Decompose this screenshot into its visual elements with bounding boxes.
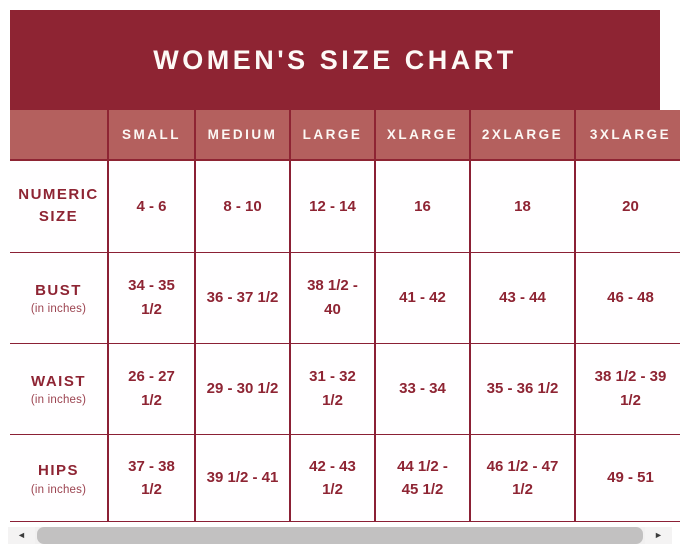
table-row-waist: WAIST (in inches) 26 - 27 1/2 29 - 30 1/… xyxy=(10,343,680,435)
cell-hips-2xlarge: 46 1/2 - 47 1/2 xyxy=(469,434,575,522)
scroll-right-arrow-icon[interactable]: ► xyxy=(645,527,672,544)
scroll-left-arrow-icon[interactable]: ◄ xyxy=(8,527,35,544)
cell-bust-3xlarge: 46 - 48 xyxy=(574,252,680,344)
page-title: WOMEN'S SIZE CHART xyxy=(153,44,517,75)
row-label-text: NUMERIC SIZE xyxy=(18,185,99,226)
cell-bust-2xlarge: 43 - 44 xyxy=(469,252,575,344)
table-row-hips: HIPS (in inches) 37 - 38 1/2 39 1/2 - 41… xyxy=(10,434,680,522)
cell-waist-3xlarge: 38 1/2 - 39 1/2 xyxy=(574,343,680,435)
row-sublabel-text: (in inches) xyxy=(30,394,87,407)
horizontal-scrollbar[interactable]: ◄ ► xyxy=(8,527,672,544)
row-label-text: WAIST xyxy=(31,372,86,390)
row-label-bust: BUST (in inches) xyxy=(10,252,108,344)
title-bar: WOMEN'S SIZE CHART xyxy=(10,10,660,110)
cell-numeric-2xlarge: 18 xyxy=(469,160,575,253)
row-label-text: HIPS xyxy=(37,462,79,479)
cell-bust-xlarge: 41 - 42 xyxy=(374,252,470,344)
cell-bust-small: 34 - 35 1/2 xyxy=(107,252,195,344)
table-row-numeric-size: NUMERIC SIZE 4 - 6 8 - 10 12 - 14 16 18 … xyxy=(10,160,680,253)
cell-numeric-medium: 8 - 10 xyxy=(194,160,290,253)
cell-hips-3xlarge: 49 - 51 xyxy=(574,434,680,522)
col-header-large: LARGE xyxy=(289,110,375,161)
col-header-2xlarge: 2XLARGE xyxy=(469,110,575,161)
size-table-viewport[interactable]: SMALL MEDIUM LARGE XLARGE 2XLARGE 3XLARG… xyxy=(10,110,680,522)
col-header-medium: MEDIUM xyxy=(194,110,290,161)
cell-hips-xlarge: 44 1/2 - 45 1/2 xyxy=(374,434,470,522)
cell-bust-medium: 36 - 37 1/2 xyxy=(194,252,290,344)
cell-numeric-3xlarge: 20 xyxy=(574,160,680,253)
cell-waist-xlarge: 33 - 34 xyxy=(374,343,470,435)
header-row: SMALL MEDIUM LARGE XLARGE 2XLARGE 3XLARG… xyxy=(10,110,680,161)
cell-hips-small: 37 - 38 1/2 xyxy=(107,434,195,522)
row-label-text: BUST xyxy=(35,281,82,299)
cell-waist-small: 26 - 27 1/2 xyxy=(107,343,195,435)
corner-cell xyxy=(10,110,108,161)
cell-waist-large: 31 - 32 1/2 xyxy=(289,343,375,435)
col-header-small: SMALL xyxy=(107,110,195,161)
row-label-hips: HIPS (in inches) xyxy=(10,434,108,522)
col-header-xlarge: XLARGE xyxy=(374,110,470,161)
row-label-waist: WAIST (in inches) xyxy=(10,343,108,435)
row-label-numeric-size: NUMERIC SIZE xyxy=(10,160,108,253)
cell-hips-medium: 39 1/2 - 41 xyxy=(194,434,290,522)
col-header-3xlarge: 3XLARGE xyxy=(574,110,680,161)
row-sublabel-text: (in inches) xyxy=(30,483,87,496)
cell-waist-medium: 29 - 30 1/2 xyxy=(194,343,290,435)
cell-numeric-small: 4 - 6 xyxy=(107,160,195,253)
cell-bust-large: 38 1/2 - 40 xyxy=(289,252,375,344)
table-row-bust: BUST (in inches) 34 - 35 1/2 36 - 37 1/2… xyxy=(10,252,680,344)
cell-numeric-large: 12 - 14 xyxy=(289,160,375,253)
cell-hips-large: 42 - 43 1/2 xyxy=(289,434,375,522)
scrollbar-thumb[interactable] xyxy=(37,527,643,544)
size-chart-table: SMALL MEDIUM LARGE XLARGE 2XLARGE 3XLARG… xyxy=(10,110,680,522)
cell-numeric-xlarge: 16 xyxy=(374,160,470,253)
scrollbar-track[interactable] xyxy=(35,527,645,544)
cell-waist-2xlarge: 35 - 36 1/2 xyxy=(469,343,575,435)
row-sublabel-text: (in inches) xyxy=(30,303,87,316)
